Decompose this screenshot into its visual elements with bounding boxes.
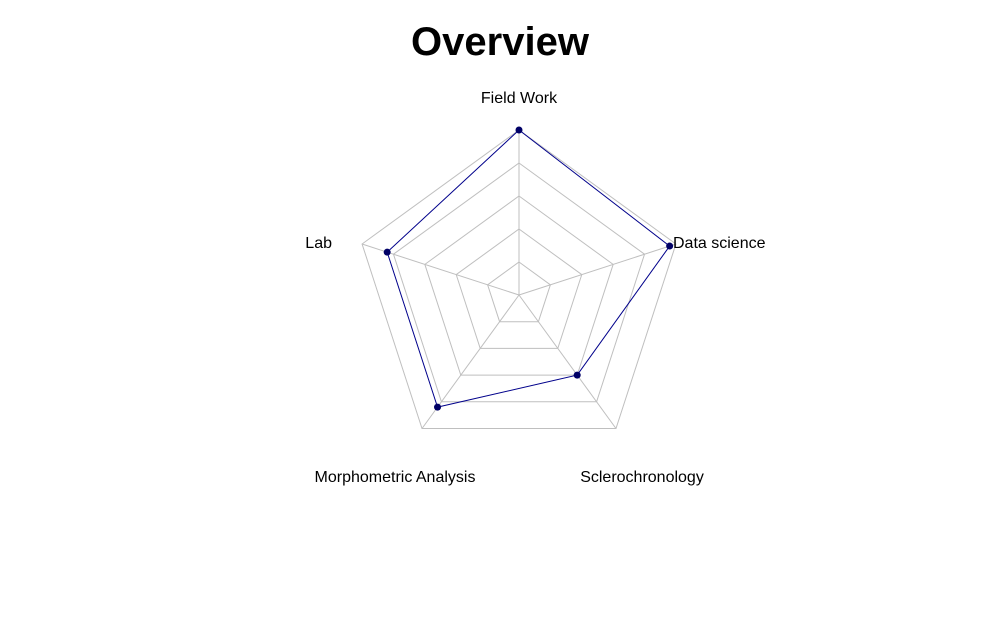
data-point-4 xyxy=(383,248,391,256)
radar-series xyxy=(383,126,674,411)
data-point-3 xyxy=(434,403,442,411)
grid-ring-3 xyxy=(424,195,614,376)
axis-label-3: Morphometric Analysis xyxy=(315,469,476,486)
chart-title: Overview xyxy=(411,20,589,64)
series-line-0 xyxy=(386,129,671,408)
data-point-1 xyxy=(666,242,674,250)
axis-label-2: Sclerochronology xyxy=(580,469,704,486)
axis-label-0: Field Work xyxy=(481,90,558,107)
grid-ring-1 xyxy=(487,261,551,323)
grid-ring-5 xyxy=(361,129,677,429)
axis-label-1: Data science xyxy=(673,235,766,252)
radar-grid xyxy=(361,129,677,429)
data-point-2 xyxy=(573,371,581,379)
axis-label-4: Lab xyxy=(305,235,332,252)
axis-labels: Field Work Data science Sclerochronology Mo… xyxy=(305,90,765,486)
spoke-1 xyxy=(518,243,677,296)
grid-ring-4 xyxy=(392,162,646,403)
spoke-2 xyxy=(518,294,617,429)
radar-spokes xyxy=(361,130,677,429)
data-point-0 xyxy=(515,126,523,134)
grid-ring-2 xyxy=(455,228,583,349)
